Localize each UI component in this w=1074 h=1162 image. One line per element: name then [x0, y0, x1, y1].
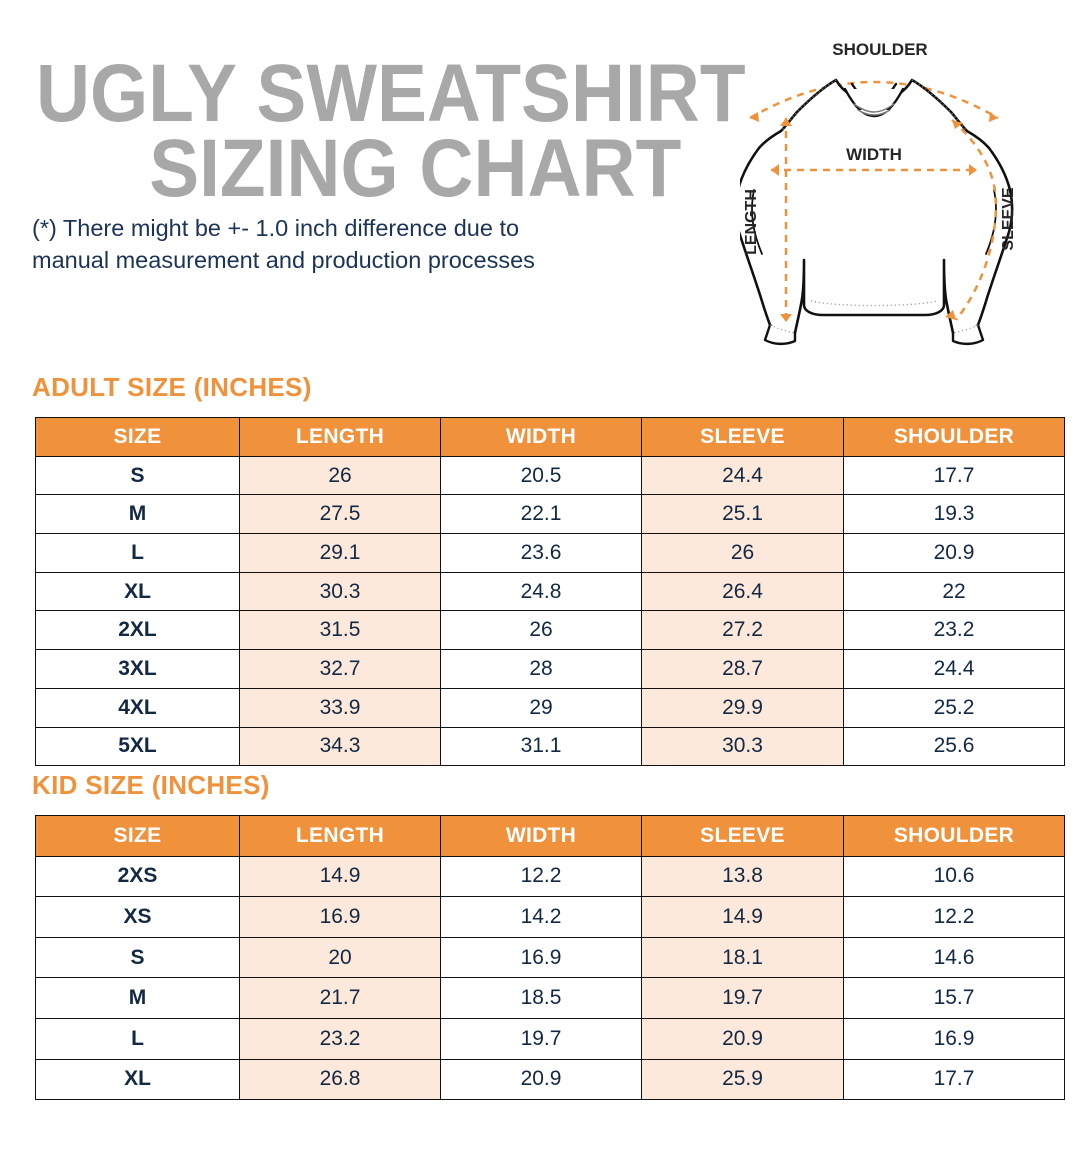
svg-text:SHOULDER: SHOULDER: [832, 40, 927, 59]
svg-text:LENGTH: LENGTH: [743, 189, 760, 255]
svg-text:WIDTH: WIDTH: [846, 145, 902, 164]
svg-text:SLEEVE: SLEEVE: [1000, 187, 1017, 250]
